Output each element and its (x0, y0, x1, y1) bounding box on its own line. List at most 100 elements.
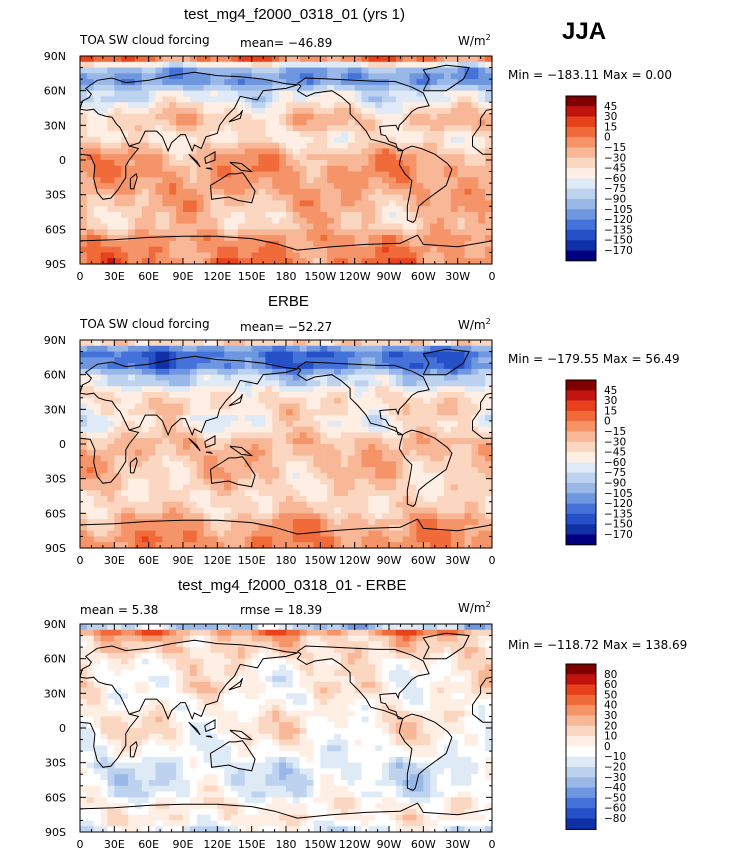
heatmap-cell (450, 90, 459, 98)
y-tick-label: 0 (59, 154, 66, 167)
heatmap-cell (457, 496, 466, 503)
heatmap-cell (203, 386, 212, 393)
heatmap-cell (224, 542, 232, 549)
heatmap-cell (292, 188, 301, 196)
heatmap-cell (100, 119, 109, 126)
heatmap-cell (86, 432, 95, 439)
heatmap-cell (265, 73, 273, 80)
heatmap-cell (450, 536, 459, 543)
heatmap-cell (93, 392, 102, 399)
heatmap-cell (327, 380, 335, 387)
heatmap-cell (375, 73, 383, 80)
heatmap-cell (485, 351, 493, 358)
heatmap-cell (141, 490, 150, 497)
heatmap-cell (80, 635, 88, 642)
heatmap-cell (134, 183, 143, 190)
heatmap-cell (265, 496, 273, 503)
heatmap-cell (231, 392, 239, 399)
heatmap-cell (450, 171, 459, 178)
heatmap-cell (423, 415, 431, 422)
heatmap-cell (86, 102, 95, 109)
heatmap-cell (416, 386, 424, 393)
heatmap-cell (485, 496, 493, 503)
heatmap-cell (244, 252, 253, 259)
heatmap-cell (279, 136, 287, 144)
heatmap-cell (107, 386, 115, 393)
heatmap-cell (231, 449, 239, 457)
heatmap-cell (409, 351, 418, 358)
heatmap-cell (471, 188, 479, 196)
heatmap-cell (409, 635, 418, 642)
heatmap-cell (251, 444, 260, 451)
heatmap-cell (402, 67, 411, 74)
heatmap-cell (334, 165, 342, 173)
x-tick-label: 90W (377, 270, 402, 283)
heatmap-cell (272, 513, 280, 520)
heatmap-cell (347, 340, 356, 347)
heatmap-cell (382, 386, 390, 393)
heatmap-cell (389, 455, 397, 462)
heatmap-cell (389, 368, 397, 376)
heatmap-cell (86, 246, 95, 254)
heatmap-cell (340, 624, 349, 631)
heatmap-cell (313, 252, 321, 259)
heatmap-cell (183, 647, 191, 654)
heatmap-cell (107, 154, 115, 161)
heatmap-cell (457, 507, 466, 514)
heatmap-cell (334, 96, 342, 103)
heatmap-cell (437, 67, 445, 74)
heatmap-cell (416, 119, 424, 126)
heatmap-cell (244, 148, 253, 155)
heatmap-cell (457, 472, 466, 480)
colorbar-swatch (566, 250, 596, 262)
heatmap-cell (320, 351, 328, 358)
heatmap-cell (217, 392, 225, 399)
heatmap-cell (382, 461, 390, 468)
heatmap-cell (286, 409, 294, 416)
heatmap-cell (155, 513, 163, 520)
heatmap-cell (443, 392, 452, 399)
heatmap-cell (416, 415, 424, 422)
heatmap-cell (265, 519, 273, 526)
heatmap-cell (217, 507, 225, 514)
heatmap-cell (354, 200, 363, 207)
heatmap-cell (437, 96, 445, 103)
heatmap-cell (210, 340, 218, 347)
heatmap-cell (485, 432, 493, 439)
coastline (79, 145, 140, 200)
heatmap-cell (423, 96, 431, 103)
heatmap-cell (141, 223, 150, 230)
heatmap-cell (217, 177, 225, 184)
heatmap-cell (327, 536, 335, 543)
colorbar-level-label: 30 (604, 111, 617, 123)
heatmap-cell (155, 136, 163, 144)
heatmap-cell (464, 340, 472, 347)
heatmap-cell (279, 374, 287, 382)
heatmap-cell (258, 56, 266, 63)
heatmap-cell (375, 478, 383, 486)
heatmap-cell (265, 148, 273, 155)
heatmap-cell (244, 340, 253, 347)
heatmap-cell (128, 119, 136, 126)
heatmap-cell (485, 56, 493, 63)
heatmap-cell (210, 368, 218, 376)
heatmap-cell (478, 142, 486, 150)
heatmap-cell (244, 160, 253, 167)
heatmap-cell (299, 351, 308, 358)
heatmap-cell (450, 484, 459, 491)
heatmap-cell (244, 119, 253, 126)
heatmap-cell (430, 252, 438, 259)
heatmap-cell (258, 212, 266, 219)
heatmap-cell (299, 90, 308, 98)
heatmap-cell (210, 246, 218, 254)
heatmap-cell (258, 171, 266, 178)
heatmap-cell (395, 229, 404, 236)
heatmap-cell (313, 351, 321, 358)
heatmap-cell (265, 409, 273, 416)
heatmap-cell (114, 484, 122, 491)
heatmap-cell (443, 524, 452, 532)
heatmap-cell (375, 96, 383, 103)
heatmap-cell (80, 629, 88, 637)
heatmap-cell (114, 200, 122, 207)
heatmap-cell (148, 194, 157, 202)
